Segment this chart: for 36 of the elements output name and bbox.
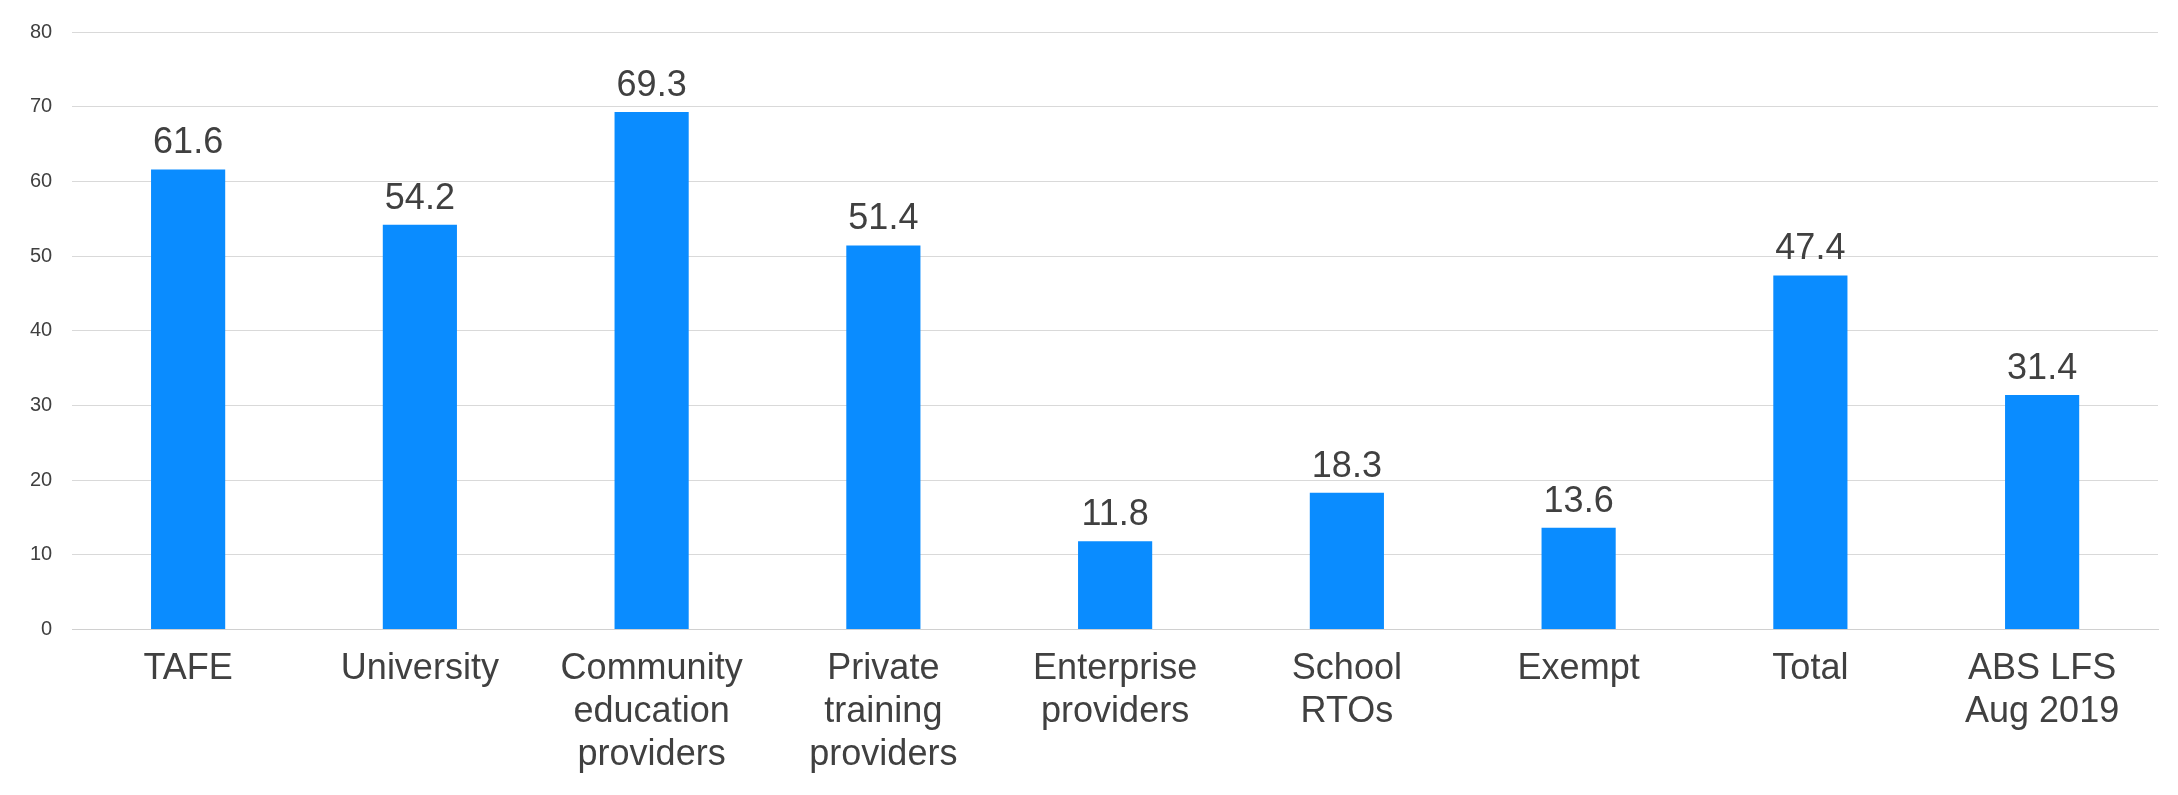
y-tick-label: 50 [30,243,53,266]
bar [2005,394,2080,629]
x-tick-label: TAFE [143,645,233,687]
data-label: 13.6 [1543,478,1614,520]
bar [382,224,457,629]
x-tick-label: School RTOs [1291,645,1402,731]
bar [846,245,921,629]
data-label: 11.8 [1081,492,1149,534]
bar [1078,541,1153,629]
y-tick-label: 0 [41,616,53,639]
data-label: 54.2 [384,175,455,217]
data-label: 31.4 [2007,345,2078,387]
data-label: 61.6 [153,120,224,162]
bar [151,169,226,629]
data-label: 18.3 [1311,443,1382,485]
data-label: 47.4 [1775,226,1846,268]
y-tick-label: 20 [30,467,53,490]
y-tick-label: 40 [30,318,53,341]
bar [1309,492,1384,629]
y-tick-label: 10 [30,542,53,565]
x-tick-label: ABS LFS Aug 2019 [1965,645,2120,731]
x-tick-label: Enterprise providers [1033,645,1198,731]
y-tick-label: 70 [30,94,53,117]
bar [1541,527,1616,629]
data-label: 51.4 [848,196,919,238]
x-tick-label: Community education providers [560,645,743,774]
y-tick-label: 60 [30,168,53,191]
bar [1773,275,1848,629]
x-tick-label: Private training providers [809,645,958,774]
y-tick-label: 30 [30,392,53,415]
x-tick-label: Exempt [1517,645,1640,687]
x-tick-label: University [340,645,499,687]
data-label: 69.3 [616,62,687,104]
x-tick-label: Total [1772,645,1849,687]
bar [614,111,689,629]
y-tick-label: 80 [30,19,53,42]
